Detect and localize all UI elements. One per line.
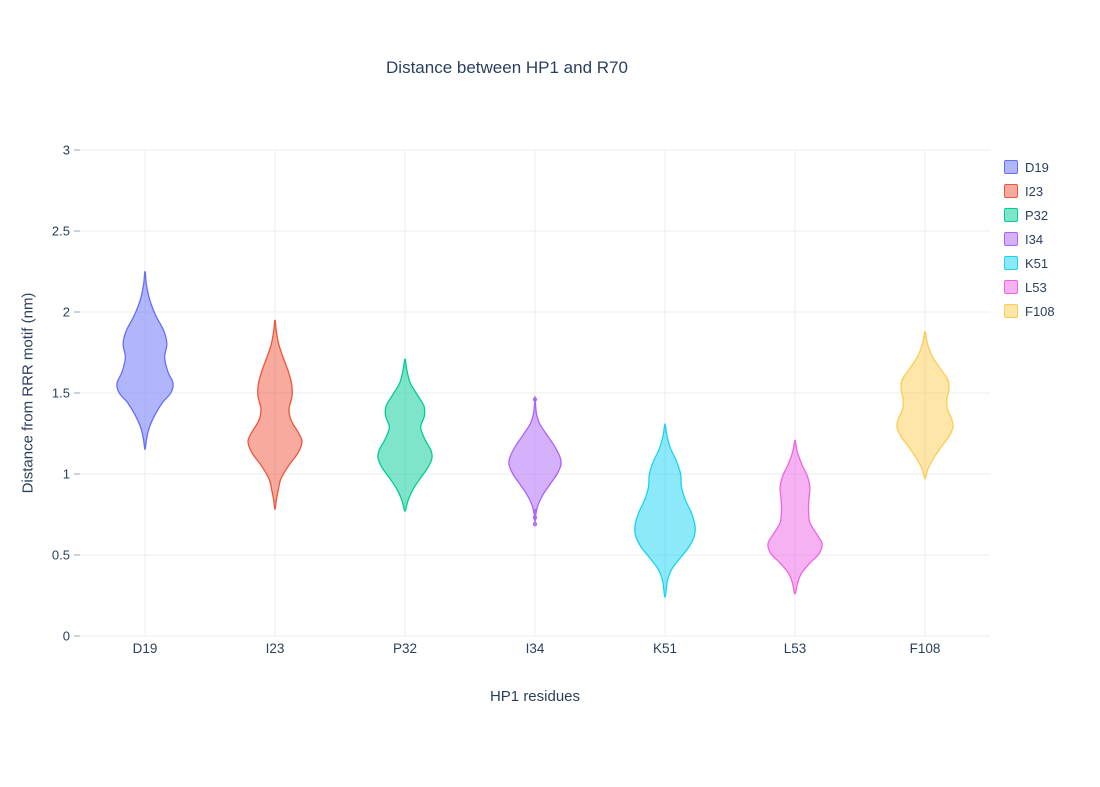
violin-K51[interactable] — [634, 423, 696, 598]
legend-item-I23[interactable]: I23 — [1004, 179, 1055, 203]
legend-item-D19[interactable]: D19 — [1004, 155, 1055, 179]
y-tick-label: 2 — [63, 305, 70, 320]
outlier-point-I34[interactable] — [532, 397, 538, 402]
x-axis-title: HP1 residues — [489, 688, 581, 705]
legend-item-F108[interactable]: F108 — [1004, 299, 1055, 323]
x-tick-label-I34: I34 — [526, 641, 545, 656]
y-tick-label: 2.5 — [52, 224, 70, 239]
legend-label: F108 — [1025, 303, 1055, 319]
y-tick-label: 0.5 — [52, 548, 70, 563]
legend-swatch-icon — [1004, 304, 1018, 318]
legend: D19 I23 P32 I34 K51 L53 F108 — [1004, 155, 1055, 323]
legend-label: L53 — [1025, 279, 1047, 295]
legend-swatch-icon — [1004, 232, 1018, 246]
legend-swatch-icon — [1004, 256, 1018, 270]
y-tick-label: 1.5 — [52, 386, 70, 401]
legend-label: I34 — [1025, 231, 1044, 247]
x-tick-label-K51: K51 — [653, 641, 677, 656]
violin-I23[interactable] — [247, 319, 303, 511]
violin-D19[interactable] — [116, 270, 174, 451]
legend-item-K51[interactable]: K51 — [1004, 251, 1055, 275]
y-tick-label: 0 — [63, 629, 70, 644]
legend-item-P32[interactable]: P32 — [1004, 203, 1055, 227]
legend-swatch-icon — [1004, 184, 1018, 198]
legend-swatch-icon — [1004, 280, 1018, 294]
chart-title: Distance between HP1 and R70 — [386, 58, 628, 77]
legend-item-L53[interactable]: L53 — [1004, 275, 1055, 299]
violin-F108[interactable] — [896, 330, 954, 480]
x-tick-label-I23: I23 — [266, 641, 285, 656]
outlier-point-I34[interactable] — [532, 509, 538, 514]
x-tick-label-D19: D19 — [133, 641, 158, 656]
legend-item-I34[interactable]: I34 — [1004, 227, 1055, 251]
outlier-point-I34[interactable] — [532, 522, 538, 527]
x-tick-label-P32: P32 — [393, 641, 417, 656]
legend-swatch-icon — [1004, 160, 1018, 174]
outlier-point-I34[interactable] — [532, 515, 538, 520]
legend-label: K51 — [1025, 255, 1049, 271]
legend-swatch-icon — [1004, 208, 1018, 222]
legend-label: D19 — [1025, 159, 1049, 175]
x-tick-label-F108: F108 — [910, 641, 941, 656]
violin-P32[interactable] — [377, 358, 433, 512]
violin-L53[interactable] — [767, 439, 823, 595]
legend-label: I23 — [1025, 183, 1044, 199]
x-tick-label-L53: L53 — [784, 641, 807, 656]
violin-I34[interactable] — [508, 395, 562, 524]
y-tick-label: 3 — [63, 143, 70, 158]
y-tick-label: 1 — [63, 467, 70, 482]
legend-label: P32 — [1025, 207, 1049, 223]
